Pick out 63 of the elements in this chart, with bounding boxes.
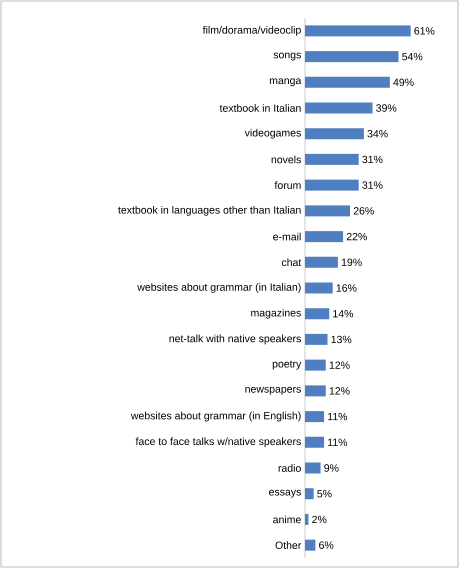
y-tick-label: songs	[274, 52, 301, 60]
y-tick-label: chat	[282, 258, 302, 266]
y-tick-label: essays	[269, 490, 301, 498]
y-tick-label: face to face talks w/native speakers	[136, 437, 301, 448]
data-label: 19%	[342, 258, 362, 266]
y-tick-label: manga	[270, 78, 302, 86]
bar	[304, 256, 338, 268]
y-tick-label: net-talk with native speakers	[170, 334, 301, 344]
bar	[304, 51, 399, 62]
y-tick-label: magazines	[251, 308, 301, 319]
bar	[304, 308, 330, 320]
data-label: 11%	[328, 438, 348, 446]
bar	[304, 334, 328, 345]
bar	[304, 180, 359, 191]
bar	[304, 488, 314, 500]
y-tick-label: e-mail	[273, 232, 301, 240]
data-label: 5%	[317, 490, 332, 498]
data-label: 14%	[333, 310, 354, 318]
data-label: 2%	[312, 516, 326, 524]
y-tick-label: textbook in languages other than Italian	[118, 206, 301, 216]
bar	[304, 385, 326, 396]
data-label: 12%	[330, 387, 350, 395]
y-tick-label: poetry	[272, 360, 302, 370]
y-tick-label: websites about grammar (in Italian)	[137, 283, 301, 293]
bar	[304, 154, 359, 165]
bar	[304, 76, 390, 88]
y-tick-label: Other	[276, 541, 302, 550]
data-label: 31%	[362, 156, 383, 164]
bar	[304, 128, 364, 140]
bar	[304, 436, 324, 448]
bar	[304, 514, 308, 525]
y-tick-label: newspapers	[245, 386, 301, 395]
y-tick-label: film/dorama/videoclip	[202, 26, 301, 36]
y-tick-label: forum	[274, 181, 301, 189]
data-label: 34%	[367, 130, 388, 138]
data-label: 61%	[414, 27, 434, 35]
data-label: 12%	[330, 361, 350, 369]
y-tick-label: anime	[273, 516, 301, 524]
y-tick-label: textbook in Italian	[220, 104, 301, 112]
bar	[304, 231, 344, 242]
data-label: 49%	[393, 78, 414, 86]
data-label: 54%	[402, 52, 422, 60]
data-label: 13%	[332, 336, 352, 344]
data-label: 22%	[346, 232, 367, 240]
y-tick-label: websites about grammar (in English)	[130, 412, 301, 422]
bar	[304, 462, 321, 474]
data-label: 39%	[376, 104, 396, 112]
bar	[304, 25, 411, 36]
bar	[304, 360, 326, 371]
data-label: 11%	[328, 412, 348, 420]
data-label: 31%	[362, 181, 383, 189]
bar	[304, 540, 316, 551]
bar	[304, 102, 373, 114]
y-tick-label: novels	[272, 156, 301, 164]
data-label: 6%	[319, 541, 334, 549]
y-tick-label: videogames	[244, 128, 301, 139]
y-tick-label: radio	[278, 464, 301, 472]
data-label: 9%	[324, 464, 339, 472]
bar	[304, 205, 350, 216]
data-label: 16%	[336, 284, 357, 292]
bar	[304, 411, 324, 422]
data-label: 26%	[354, 207, 374, 215]
bar	[304, 282, 333, 294]
